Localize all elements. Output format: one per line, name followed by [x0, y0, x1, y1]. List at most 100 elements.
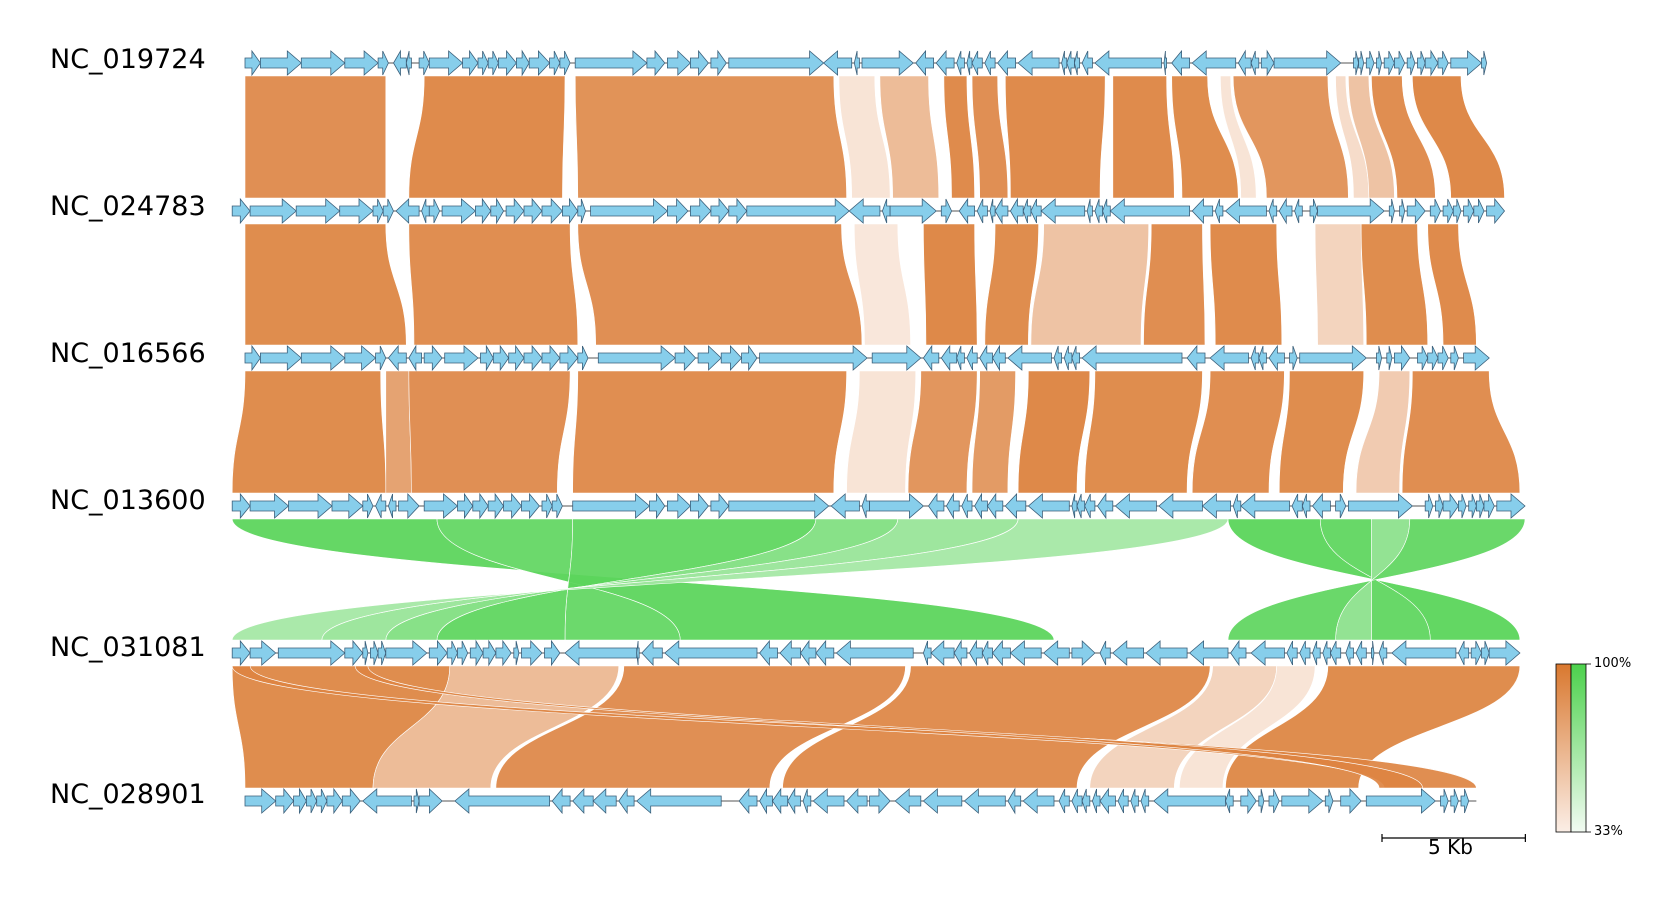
gene-arrow — [667, 50, 691, 76]
link-5-6 — [1179, 665, 1316, 789]
genome-label-1: NC_019724 — [50, 44, 206, 75]
gene-arrow — [667, 493, 691, 519]
gene-arrow — [649, 492, 666, 520]
gene-arrow — [341, 787, 361, 815]
gene-arrow — [395, 198, 420, 224]
gene-arrow — [1260, 49, 1275, 77]
link-2-11 — [1360, 223, 1429, 346]
gene-arrow — [894, 788, 922, 814]
gene-arrow — [454, 788, 550, 814]
gene-arrow — [869, 787, 891, 815]
gene-arrow — [1061, 50, 1068, 76]
gene-arrow — [1258, 788, 1265, 814]
gene-arrow — [1097, 492, 1114, 520]
gene-arrow — [516, 49, 530, 77]
gene-arrow — [387, 493, 397, 519]
gene-arrow — [444, 345, 479, 371]
gene-arrow — [1140, 788, 1150, 814]
gene-arrow — [1388, 198, 1395, 224]
link-3-7 — [971, 370, 1016, 494]
link-4-6 — [231, 518, 1229, 641]
gene-arrow — [1329, 640, 1342, 666]
gene-arrow — [1312, 640, 1321, 666]
gene-arrow — [928, 492, 945, 520]
link-5-2 — [372, 665, 620, 789]
gene-arrow — [487, 50, 499, 76]
gene-arrow — [508, 344, 525, 372]
genome-label-4: NC_013600 — [50, 485, 206, 516]
link-2-6 — [984, 223, 1039, 346]
alignment-links — [231, 75, 1526, 789]
scale-bar-label: 5 Kb — [1428, 835, 1473, 859]
link-3-9 — [1084, 370, 1203, 494]
colorbar-min-label: 33% — [1594, 824, 1623, 839]
gene-arrow — [249, 198, 297, 224]
gene-arrow — [1250, 640, 1285, 666]
gene-arrow — [1268, 344, 1285, 372]
gene-arrow — [1225, 788, 1234, 814]
gene-arrow — [953, 639, 968, 667]
gene-arrow — [1117, 788, 1129, 814]
gene-arrow — [1171, 49, 1190, 77]
gene-arrow — [1066, 50, 1075, 76]
gene-arrow — [1470, 640, 1482, 666]
gene-arrow — [1071, 788, 1083, 814]
gene-arrow — [1268, 788, 1280, 814]
gene-arrow — [915, 49, 934, 77]
gene-arrow — [710, 492, 730, 520]
link-2-12 — [1427, 223, 1477, 346]
gene-arrow — [418, 788, 443, 814]
gene-arrow — [362, 788, 412, 814]
gene-arrow — [413, 788, 420, 814]
gene-arrow — [1317, 198, 1385, 224]
gene-arrow — [986, 492, 1004, 520]
gene-arrow — [305, 788, 318, 814]
gene-arrow — [521, 639, 543, 667]
link-3-11 — [1278, 370, 1365, 494]
gene-arrow — [1442, 492, 1459, 520]
gene-arrow — [1030, 198, 1042, 224]
gene-arrow — [636, 788, 722, 814]
link-1-8 — [1005, 75, 1106, 199]
gene-arrow — [521, 492, 540, 520]
gene-arrow — [344, 50, 379, 76]
gene-arrow — [1440, 788, 1449, 814]
link-1-15 — [1371, 75, 1436, 199]
gene-arrow — [966, 345, 978, 371]
gene-arrow — [259, 50, 302, 76]
gene-arrow — [1086, 198, 1093, 224]
link-2-3 — [577, 223, 863, 346]
gene-arrow — [1335, 493, 1347, 519]
gene-arrow — [1450, 345, 1459, 371]
gene-arrow — [961, 493, 973, 519]
gene-arrow — [956, 345, 965, 371]
gene-arrow — [1201, 493, 1231, 519]
gene-arrow — [1214, 198, 1224, 224]
gene-arrow — [1450, 50, 1483, 76]
gene-arrow — [991, 639, 1011, 667]
gene-arrow — [935, 49, 955, 77]
gene-arrow — [1091, 788, 1101, 814]
gene-arrow — [945, 492, 960, 520]
gene-arrow — [457, 640, 469, 666]
gene-arrow — [385, 640, 428, 666]
gene-arrow — [1406, 197, 1426, 225]
track-1 — [244, 49, 1488, 77]
gene-arrow — [1365, 50, 1375, 76]
link-2-1 — [244, 223, 407, 346]
gene-arrow — [564, 640, 638, 666]
gene-arrow — [720, 344, 743, 372]
gene-arrow — [497, 49, 517, 77]
link-3-5 — [846, 370, 917, 494]
gene-arrow — [559, 344, 579, 372]
gene-arrow — [1007, 345, 1052, 371]
colorbar-max-label: 100% — [1594, 656, 1632, 671]
gene-arrow — [382, 198, 394, 224]
genome-label-5: NC_031081 — [50, 632, 206, 663]
genome-label-6: NC_028901 — [50, 779, 206, 810]
link-2-4 — [853, 223, 911, 346]
gene-arrow — [759, 639, 778, 667]
gene-arrow — [930, 640, 955, 666]
gene-arrow — [592, 788, 617, 814]
